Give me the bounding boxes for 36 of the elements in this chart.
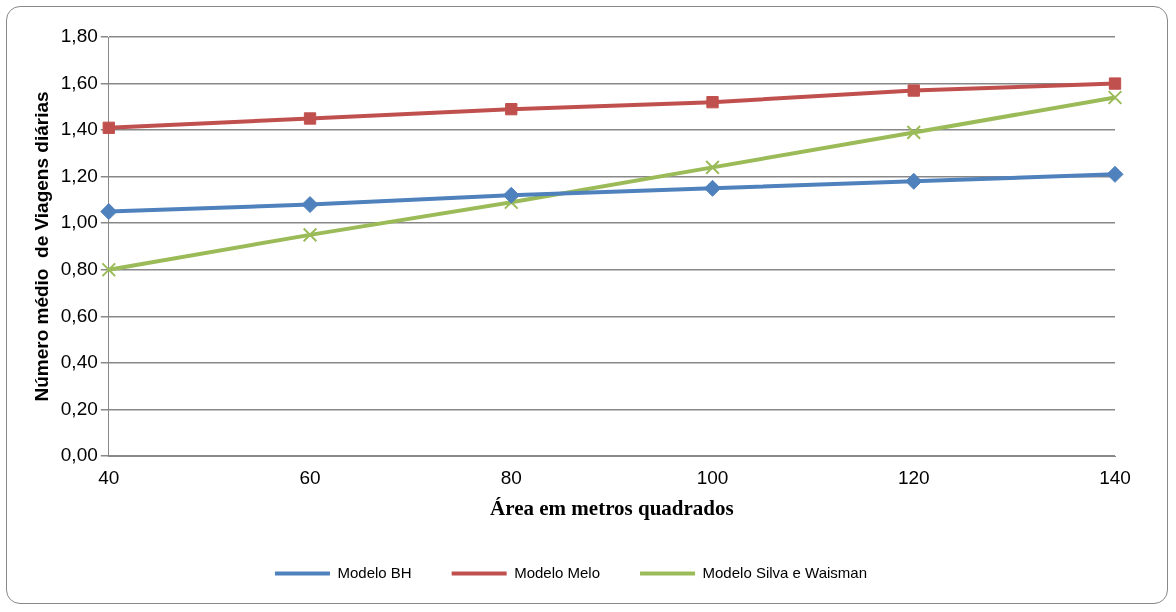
y-tick-label: 0,00 [60,444,98,466]
point [101,262,117,278]
y-tick-label: 0,80 [60,258,98,280]
x-tick-label: 140 [1099,466,1131,488]
y-tick-label: 0,60 [60,304,98,326]
point [302,227,318,243]
point [1107,90,1123,105]
point [502,186,520,204]
y-tick-label: 0,20 [60,397,98,419]
point [1108,77,1122,90]
y-axis-title: Número médio de Viagens diárias [30,91,52,402]
y-tick-label: 0,40 [60,351,98,373]
y-tick-label: 1,60 [60,71,98,93]
x-tick-label: 100 [696,466,729,488]
x-tick-label: 120 [897,466,930,488]
point [706,96,719,109]
point [705,159,720,175]
legend-label: Modelo Melo [514,563,601,581]
point [303,112,317,125]
point [301,196,319,214]
x-tick-label: 60 [299,466,321,488]
y-tick-label: 1,80 [60,25,98,47]
point [100,203,118,221]
x-axis-title: Área em metros quadrados [490,495,734,520]
legend-label: Modelo Silva e Waisman [702,563,868,581]
point [505,103,518,116]
point [907,84,920,97]
x-tick-label: 80 [500,466,522,488]
y-tick-label: 1,00 [60,211,98,233]
point [906,125,922,140]
point [1106,165,1124,183]
legend-label: Modelo BH [337,563,412,581]
x-tick-label: 40 [98,466,120,488]
point [905,172,923,190]
y-tick-label: 1,20 [60,164,98,186]
y-tick-label: 1,40 [60,118,98,140]
